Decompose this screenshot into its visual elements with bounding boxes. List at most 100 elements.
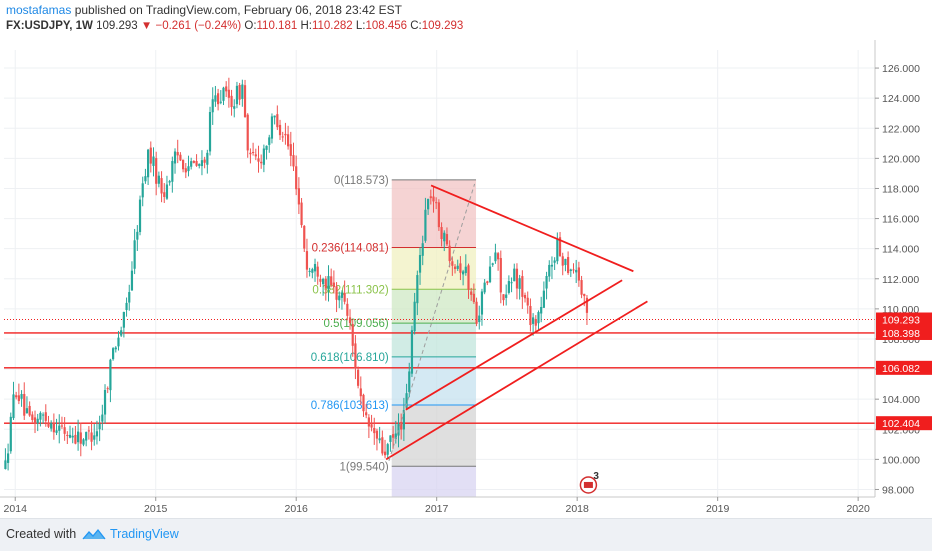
candle-body <box>152 156 155 166</box>
price-tag <box>876 416 932 431</box>
open-value: 110.181 <box>256 20 298 32</box>
candle-body <box>505 294 508 298</box>
candle-body <box>79 432 82 444</box>
candle-body <box>585 297 589 313</box>
candle-body <box>206 152 209 165</box>
fib-zone-0.618 <box>391 356 477 405</box>
candle-body <box>254 154 257 157</box>
symbol-label[interactable]: FX:USDJPY, 1W <box>6 20 93 32</box>
candle-body <box>165 184 169 199</box>
price-tick-label: 122.000 <box>882 123 920 135</box>
candle-body <box>276 114 279 128</box>
candle-body <box>440 227 443 240</box>
candle-body <box>308 270 311 272</box>
price-tag <box>876 325 932 340</box>
fib-level-label-0: 0(118.573) <box>334 175 389 187</box>
candle-body <box>160 178 163 194</box>
candle-body <box>58 425 61 431</box>
candle-body <box>532 317 535 324</box>
candle-body <box>397 424 400 436</box>
candle-body <box>15 395 18 398</box>
candle-body <box>575 269 578 273</box>
candle-body <box>241 84 244 99</box>
time-tick-label: 2019 <box>706 503 730 515</box>
candle-body <box>74 434 77 444</box>
candle-body <box>561 256 564 266</box>
candle-body <box>95 431 99 437</box>
candle-body <box>52 422 55 433</box>
candle-body <box>297 188 300 205</box>
candle-body <box>357 369 360 386</box>
author-link[interactable]: mostafamas <box>6 3 72 17</box>
trendline[interactable] <box>385 300 648 461</box>
candle-body <box>303 225 306 249</box>
price-tick-label: 98.000 <box>882 484 914 496</box>
horizontal-levels[interactable] <box>4 319 875 424</box>
candle-body <box>130 270 134 291</box>
candle-body <box>367 417 370 427</box>
candle-body <box>515 268 519 289</box>
candle-body <box>176 152 179 156</box>
candle-body <box>424 209 427 241</box>
candle-body <box>305 251 309 270</box>
fib-zone-0.236 <box>391 247 477 290</box>
candle-body <box>82 439 85 445</box>
candle-body <box>25 408 29 414</box>
candle-body <box>198 163 201 166</box>
last-price: 109.293 <box>96 20 138 32</box>
candle-body <box>383 451 387 456</box>
price-tag-label: 109.293 <box>882 315 920 327</box>
candle-body <box>98 423 101 430</box>
candle-body <box>225 86 228 92</box>
candle-body <box>246 114 249 151</box>
fib-level-label-0.5: 0.5(109.056) <box>324 318 389 330</box>
candle-body <box>362 394 365 412</box>
trendlines[interactable] <box>385 183 648 462</box>
candle-body <box>278 124 282 136</box>
candle-body <box>410 330 414 374</box>
candle-body <box>200 160 204 167</box>
fib-zone-0.5 <box>391 323 477 357</box>
candle-body <box>203 159 206 163</box>
candle-body <box>168 181 171 183</box>
candle-body <box>375 430 379 439</box>
close-label: C: <box>410 20 422 32</box>
candle-body <box>31 414 34 420</box>
candle-body <box>338 295 341 301</box>
tradingview-brand[interactable]: TradingView <box>110 527 179 541</box>
time-axis[interactable]: 2014 2015 2016 2017 2018 2019 2020 <box>0 496 875 515</box>
candle-body <box>556 239 559 262</box>
price-chart[interactable]: 0(118.573) 0.236(114.081) 0.382(111.302) 0.… <box>0 40 932 518</box>
candle-body <box>23 393 26 416</box>
candle-body <box>149 147 152 164</box>
candle-body <box>133 240 136 269</box>
candle-body <box>316 266 319 277</box>
candle-body <box>521 276 524 297</box>
candle-body <box>28 405 31 416</box>
candle-body <box>394 433 397 440</box>
candle-body <box>217 93 220 105</box>
candle-body <box>300 202 303 226</box>
price-tag-label: 106.082 <box>882 363 920 375</box>
trendline[interactable] <box>405 279 623 411</box>
down-arrow-icon: ▼ <box>140 20 153 32</box>
candle-body <box>6 453 10 463</box>
candle-body <box>453 266 457 269</box>
candle-body <box>47 423 50 427</box>
candle-body <box>138 199 142 233</box>
trendline[interactable] <box>430 184 634 273</box>
candle-body <box>273 115 276 118</box>
candle-body <box>90 432 93 442</box>
event-marker[interactable]: 3 <box>579 471 599 494</box>
candle-body <box>284 133 287 136</box>
tradingview-logo-icon[interactable] <box>82 528 106 542</box>
candle-body <box>494 252 497 262</box>
candle-body <box>429 196 432 199</box>
flag-icon-body <box>583 481 593 488</box>
fibonacci-retracement[interactable]: 0(118.573) 0.236(114.081) 0.382(111.302) 0.… <box>311 175 477 497</box>
candle-body <box>128 292 131 303</box>
price-axis[interactable]: 98.000100.000102.000104.000106.000108.00… <box>874 40 932 497</box>
candle-body <box>195 161 198 166</box>
candle-body <box>529 305 532 326</box>
candle-body <box>281 136 284 138</box>
